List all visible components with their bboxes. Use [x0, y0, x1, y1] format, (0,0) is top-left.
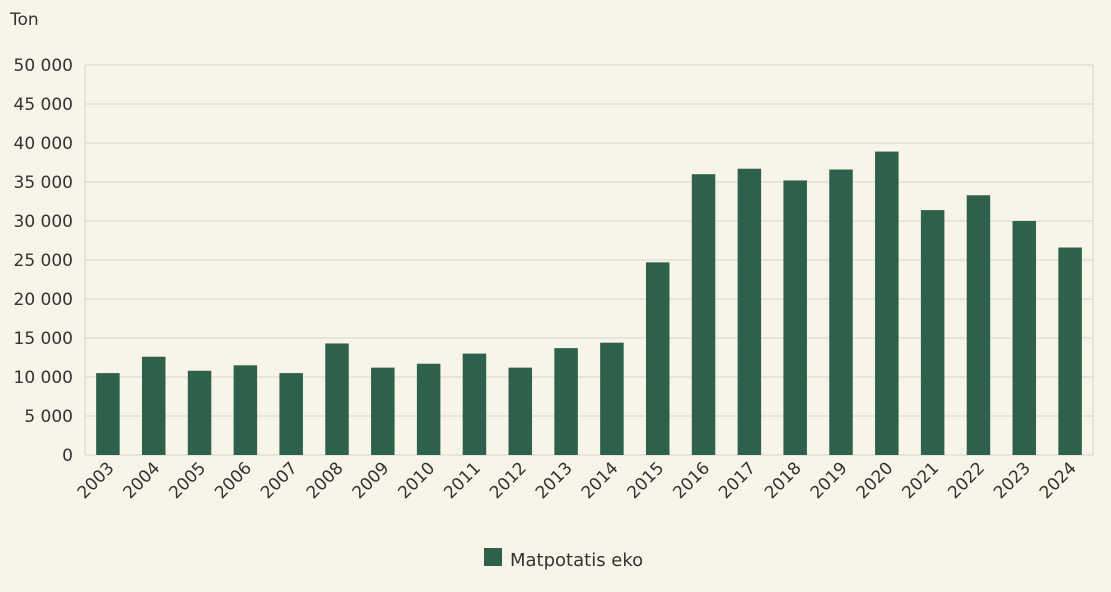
x-tick-label: 2013: [532, 458, 577, 503]
bar-2015: [645, 262, 670, 455]
legend-swatch: [484, 548, 502, 566]
x-tick-label: 2019: [807, 458, 852, 503]
x-tick-label: 2022: [944, 458, 989, 503]
y-axis-unit-label: Ton: [9, 10, 39, 30]
bar-2024: [1058, 247, 1082, 455]
bar-2004: [141, 356, 166, 455]
y-tick-label: 30 000: [14, 212, 73, 232]
x-tick-label: 2003: [74, 458, 119, 503]
bar-2020: [875, 151, 899, 455]
x-tick-label: 2006: [211, 458, 256, 503]
x-tick-label: 2011: [440, 458, 485, 503]
bar-2019: [829, 169, 853, 455]
y-tick-label: 45 000: [14, 95, 73, 115]
y-tick-label: 35 000: [14, 173, 73, 193]
bar-2023: [1012, 221, 1037, 455]
x-tick-labels: 2003 2004 2005 2006 2007 2008 2009 2010 2011 2012…: [74, 458, 1081, 503]
bar-2005: [187, 370, 212, 455]
x-tick-label: 2009: [349, 458, 394, 503]
y-tick-label: 50 000: [14, 56, 73, 76]
bar-2003: [96, 373, 120, 455]
x-tick-label: 2016: [669, 458, 714, 503]
y-tick-label: 15 000: [14, 329, 73, 349]
bar-2012: [508, 367, 533, 455]
legend-label: Matpotatis eko: [510, 550, 643, 571]
bar-2010: [416, 363, 441, 455]
bar-2007: [279, 373, 303, 455]
bar-2006: [233, 365, 258, 455]
y-tick-labels: 0 5 000 10 000 15 000 20 000 25 000 30 000 35 0…: [14, 56, 73, 466]
y-tick-label: 20 000: [14, 290, 73, 310]
bar-2008: [325, 343, 349, 455]
y-tick-label: 40 000: [14, 134, 73, 154]
x-tick-label: 2015: [624, 458, 669, 503]
x-tick-label: 2012: [486, 458, 531, 503]
bar-2018: [783, 180, 807, 455]
x-tick-label: 2005: [165, 458, 210, 503]
legend: Matpotatis eko: [484, 548, 643, 571]
y-tick-label: 25 000: [14, 251, 73, 271]
x-tick-label: 2017: [715, 458, 760, 503]
bar-2009: [371, 367, 395, 455]
x-tick-label: 2010: [394, 458, 439, 503]
bar-2016: [691, 174, 716, 455]
x-tick-label: 2024: [1036, 458, 1081, 503]
x-tick-label: 2014: [578, 458, 623, 503]
x-tick-label: 2018: [761, 458, 806, 503]
x-tick-label: 2008: [303, 458, 348, 503]
bar-2021: [920, 210, 945, 455]
y-tick-label: 10 000: [14, 368, 73, 388]
bar-2013: [554, 348, 578, 455]
x-tick-label: 2021: [898, 458, 943, 503]
y-tick-label: 5 000: [24, 407, 73, 427]
bar-2014: [600, 342, 624, 455]
bar-2022: [966, 195, 991, 455]
y-tick-label: 0: [62, 446, 73, 466]
x-tick-label: 2004: [120, 458, 165, 503]
bars: [96, 151, 1082, 456]
bar-2017: [737, 168, 762, 456]
x-tick-label: 2007: [257, 458, 302, 503]
bar-2011: [462, 353, 487, 455]
x-tick-label: 2023: [990, 458, 1035, 503]
x-tick-label: 2020: [853, 458, 898, 503]
